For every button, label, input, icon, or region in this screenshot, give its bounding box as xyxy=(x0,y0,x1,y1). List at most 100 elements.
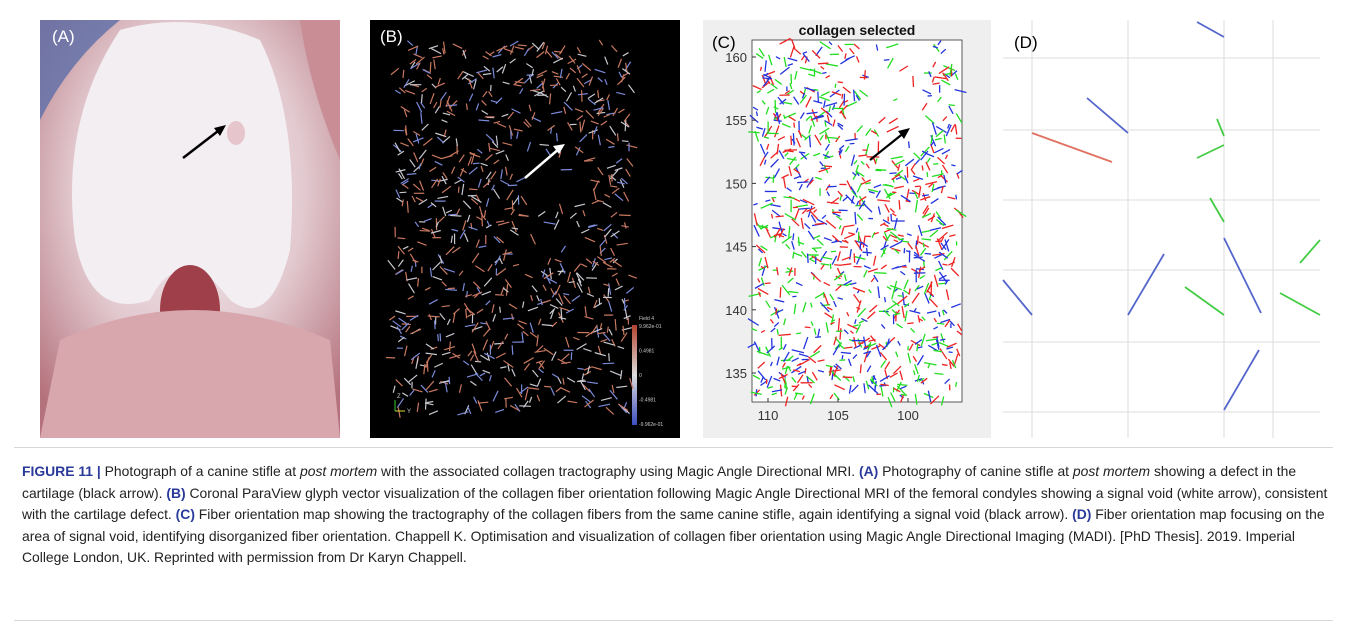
plot-title: collagen selected xyxy=(799,22,916,38)
glyph xyxy=(618,133,619,141)
caption-bold: (D) xyxy=(1072,506,1091,522)
colorbar xyxy=(632,325,637,425)
colorbar-title: Field 4 xyxy=(639,316,654,322)
glyph xyxy=(794,123,795,128)
glyph xyxy=(518,45,527,46)
y-tick-label: 145 xyxy=(725,240,747,255)
caption-bold: (A) xyxy=(859,463,878,479)
glyph xyxy=(864,70,865,79)
glyph xyxy=(956,195,957,200)
x-tick-label: 100 xyxy=(897,408,919,423)
glyph xyxy=(822,73,826,74)
glyph xyxy=(798,237,799,246)
glyph xyxy=(766,133,778,134)
glyph xyxy=(786,381,787,389)
glyph xyxy=(386,357,395,358)
figure-label: FIGURE 11 | xyxy=(22,463,101,479)
panel-a: (A) xyxy=(40,20,340,438)
glyph xyxy=(792,296,796,297)
glyph xyxy=(776,216,784,217)
glyph xyxy=(435,321,436,330)
glyph xyxy=(748,132,759,133)
glyph xyxy=(842,355,843,359)
glyph xyxy=(793,133,794,145)
glyph xyxy=(473,163,480,164)
glyph xyxy=(403,70,404,78)
panel-label: (B) xyxy=(380,27,403,46)
glyph xyxy=(554,51,562,52)
glyph xyxy=(557,133,558,141)
colorbar-label: 0.4981 xyxy=(639,349,655,355)
glyph xyxy=(418,278,419,287)
glyph xyxy=(808,254,809,263)
glyph xyxy=(899,200,900,209)
glyph xyxy=(913,76,914,87)
glyph xyxy=(898,296,904,297)
caption-italic: post mortem xyxy=(300,463,377,479)
glyph xyxy=(791,136,792,145)
glyph xyxy=(927,172,928,177)
glyph xyxy=(805,368,806,373)
glyph xyxy=(854,253,855,262)
glyph xyxy=(426,399,427,410)
glyph xyxy=(609,353,610,361)
glyph xyxy=(874,273,886,274)
glyph xyxy=(812,248,822,249)
glyph xyxy=(449,377,450,384)
glyph xyxy=(917,236,918,245)
figure: (A) (B) Field 4 9.962e-010.49810-0.4981-… xyxy=(0,0,1355,445)
colorbar-label: 0 xyxy=(639,373,642,379)
glyph xyxy=(815,337,821,338)
glyph xyxy=(508,185,517,186)
glyph xyxy=(889,173,896,174)
glyph xyxy=(834,265,840,266)
glyph xyxy=(495,295,504,296)
glyph xyxy=(776,308,777,314)
glyph xyxy=(933,164,938,165)
glyph xyxy=(915,186,921,187)
glyph xyxy=(901,395,907,396)
defect xyxy=(227,121,245,145)
glyph xyxy=(622,141,629,142)
glyph xyxy=(438,334,439,341)
caption: FIGURE 11 | Photograph of a canine stifl… xyxy=(14,447,1333,621)
glyph xyxy=(398,251,399,259)
glyph xyxy=(544,386,551,387)
glyph xyxy=(949,352,953,353)
glyph xyxy=(608,288,609,297)
glyph xyxy=(891,214,892,221)
y-tick-label: 135 xyxy=(725,366,747,381)
caption-span: with the associated collagen tractograph… xyxy=(377,463,859,479)
page-body: (A) (B) Field 4 9.962e-010.49810-0.4981-… xyxy=(0,0,1355,631)
glyph xyxy=(796,333,801,334)
glyph xyxy=(807,377,808,383)
y-tick-label: 150 xyxy=(725,176,747,191)
panel-label: (A) xyxy=(52,27,75,46)
glyph xyxy=(511,130,512,139)
panel-b: (B) Field 4 9.962e-010.49810-0.4981-9.96… xyxy=(370,20,680,438)
glyph xyxy=(469,189,477,190)
caption-bold: (B) xyxy=(166,485,185,501)
axis-label: Y xyxy=(407,409,411,415)
glyph xyxy=(842,94,843,99)
panel-label: (D) xyxy=(1014,33,1038,52)
glyph xyxy=(923,243,924,248)
caption-text: FIGURE 11 | Photograph of a canine stifl… xyxy=(22,461,1334,569)
glyph xyxy=(935,373,944,374)
glyph xyxy=(540,145,549,146)
glyph xyxy=(907,323,913,324)
glyph xyxy=(863,252,872,253)
glyph xyxy=(818,63,828,64)
glyph xyxy=(818,92,819,103)
glyph xyxy=(799,152,805,153)
caption-span: Fiber orientation map showing the tracto… xyxy=(195,506,1072,522)
glyph xyxy=(825,166,832,167)
glyph xyxy=(925,254,931,255)
glyph xyxy=(500,307,501,313)
page: Figure 11 {"panels": [ {"label": "(A)"},… xyxy=(0,0,1355,631)
glyph xyxy=(603,363,615,364)
y-tick-label: 140 xyxy=(725,303,747,318)
panel-background xyxy=(1003,20,1320,438)
glyph xyxy=(792,386,798,387)
glyph xyxy=(569,282,575,283)
